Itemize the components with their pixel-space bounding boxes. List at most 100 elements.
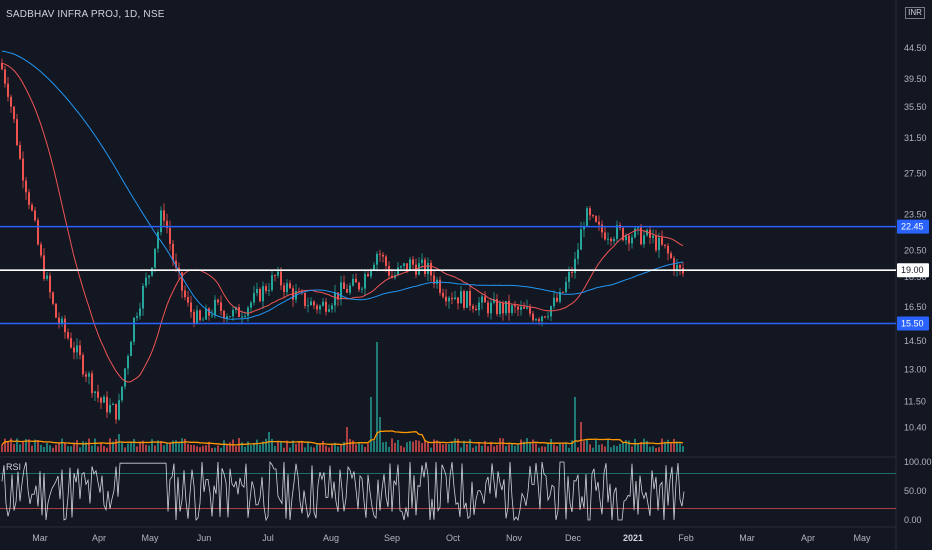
- candle-body: [553, 297, 555, 307]
- volume-bar: [82, 441, 84, 452]
- currency-label: INR: [905, 7, 925, 19]
- candle-body: [577, 249, 579, 259]
- candle-body: [523, 306, 525, 309]
- rsi-label[interactable]: RSI: [6, 462, 22, 472]
- volume-bar: [1, 444, 3, 452]
- candle-body: [271, 275, 273, 290]
- volume-bar: [496, 444, 498, 452]
- time-axis-label: Mar: [32, 533, 48, 543]
- price-tick-label: 39.50: [904, 74, 927, 84]
- candle-body: [517, 306, 519, 310]
- volume-bar: [655, 447, 657, 452]
- price-tick-label: 13.00: [904, 364, 927, 374]
- candle-body: [94, 391, 96, 394]
- candle-body: [22, 158, 24, 181]
- candle-body: [355, 278, 357, 283]
- candle-body: [25, 180, 27, 193]
- volume-bar: [220, 447, 222, 452]
- candle-body: [526, 307, 528, 309]
- candle-body: [127, 356, 129, 369]
- volume-bar: [601, 444, 603, 452]
- volume-bar: [340, 445, 342, 452]
- candle-body: [448, 297, 450, 302]
- candle-body: [280, 271, 282, 286]
- candle-body: [658, 237, 660, 251]
- volume-bar: [283, 447, 285, 452]
- candle-body: [142, 285, 144, 309]
- volume-bar: [610, 447, 612, 452]
- candle-body: [352, 278, 354, 286]
- candle-body: [397, 267, 399, 275]
- volume-bar: [463, 440, 465, 452]
- volume-bar: [526, 438, 528, 452]
- candle-body: [601, 224, 603, 233]
- candle-body: [136, 315, 138, 318]
- candle-body: [565, 281, 567, 293]
- volume-bar: [286, 440, 288, 452]
- volume-bar: [652, 446, 654, 452]
- candle-body: [490, 302, 492, 314]
- price-tick-label: 31.50: [904, 133, 927, 143]
- time-axis-label: May: [853, 533, 871, 543]
- candle-body: [157, 232, 159, 249]
- volume-bar: [370, 397, 372, 452]
- candle-body: [247, 307, 249, 316]
- candle-body: [664, 244, 666, 246]
- price-tick-label: 14.50: [904, 336, 927, 346]
- candle-body: [409, 259, 411, 270]
- rsi-tick-label: 0.00: [904, 515, 922, 525]
- volume-bar: [574, 397, 576, 452]
- volume-bar: [376, 342, 378, 452]
- time-axis-label: Nov: [506, 533, 523, 543]
- candle-body: [154, 248, 156, 268]
- candle-body: [502, 303, 504, 314]
- candle-body: [628, 235, 630, 244]
- volume-bar: [67, 446, 69, 452]
- candle-body: [85, 374, 87, 377]
- volume-bar: [202, 445, 204, 452]
- volume-bar: [40, 444, 42, 452]
- candle-body: [310, 301, 312, 306]
- time-axis-label: Jun: [197, 533, 212, 543]
- volume-bar: [97, 446, 99, 452]
- volume-bar: [265, 438, 267, 452]
- candle-body: [250, 302, 252, 308]
- candle-body: [211, 315, 213, 317]
- volume-bar: [199, 447, 201, 452]
- volume-bar: [487, 446, 489, 452]
- volume-bar: [70, 446, 72, 452]
- volume-bar: [4, 438, 6, 452]
- volume-bar: [184, 438, 186, 452]
- currency-button[interactable]: INR: [905, 5, 925, 21]
- candle-body: [289, 283, 291, 289]
- volume-bar: [328, 447, 330, 452]
- candle-body: [535, 319, 537, 321]
- candle-body: [589, 208, 591, 216]
- candle-body: [88, 373, 90, 377]
- symbol-title[interactable]: SADBHAV INFRA PROJ, 1D, NSE: [6, 9, 165, 20]
- volume-bar: [52, 447, 54, 452]
- volume-bar: [562, 443, 564, 452]
- price-level-badge: [897, 219, 929, 234]
- price-tick-label: 20.50: [904, 245, 927, 255]
- volume-bar: [433, 439, 435, 452]
- candle-body: [286, 283, 288, 292]
- candle-body: [106, 396, 108, 413]
- candle-body: [571, 271, 573, 273]
- candle-body: [220, 302, 222, 312]
- candle-body: [103, 396, 105, 403]
- candle-body: [478, 302, 480, 311]
- candle-body: [229, 316, 231, 318]
- price-tick-label: 27.50: [904, 169, 927, 179]
- candle-body: [346, 288, 348, 293]
- candle-body: [70, 338, 72, 348]
- volume-bar: [190, 444, 192, 452]
- candle-body: [259, 288, 261, 302]
- volume-bar: [508, 444, 510, 452]
- volume-bar: [514, 445, 516, 452]
- candle-body: [55, 303, 57, 318]
- candle-body: [34, 210, 36, 221]
- candle-body: [436, 279, 438, 284]
- volume-bar: [241, 442, 243, 452]
